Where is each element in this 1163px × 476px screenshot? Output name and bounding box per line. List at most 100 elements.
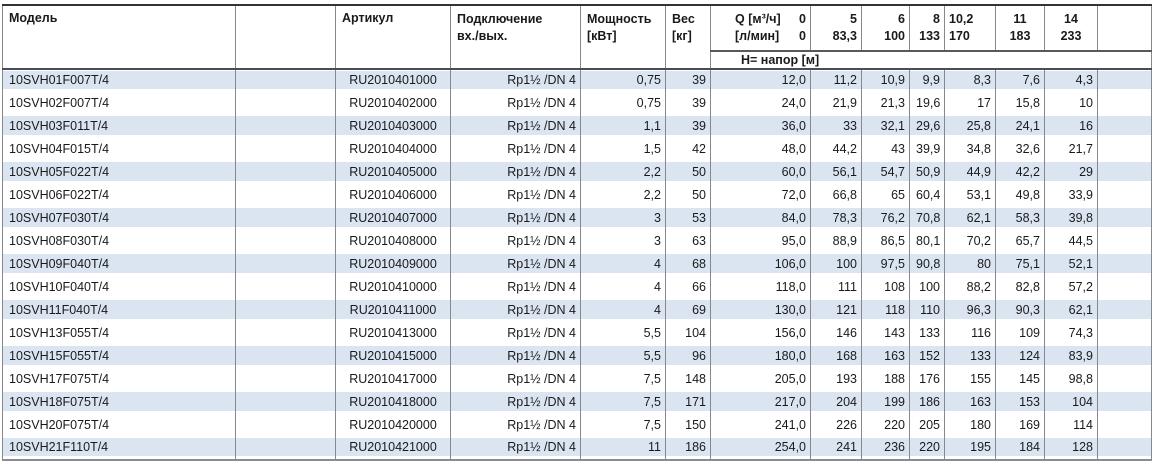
head-value-cell-0: 156,0 — [710, 322, 811, 345]
power-cell: 7,5 — [580, 414, 666, 437]
connection-cell: Rp1½ /DN 4 — [450, 437, 581, 461]
head-value-cell-3: 9,9 — [909, 69, 945, 92]
head-value-cell-3: 70,8 — [909, 207, 945, 230]
column-header-weight: Вес [кг] — [665, 4, 711, 70]
trailing-cell — [1097, 276, 1152, 299]
table-row: 10SVH21F110T/4 RU2010421000 Rp1½ /DN 4 11 18… — [2, 437, 1152, 461]
q-lmin-label: [л/мин] — [735, 29, 780, 43]
head-value-cell-6: 128 — [1044, 437, 1098, 461]
spacer-cell — [235, 138, 336, 161]
article-cell: RU2010408000 — [335, 230, 451, 253]
head-value-cell-2: 97,5 — [861, 253, 910, 276]
column-header-flow-5: 5 83,3 — [810, 4, 862, 52]
head-value-cell-3: 110 — [909, 299, 945, 322]
head-value-cell-1: 193 — [810, 368, 862, 391]
spacer-cell — [235, 437, 336, 461]
table-row: 10SVH05F022T/4 RU2010405000 Rp1½ /DN 4 2,2 5… — [2, 161, 1152, 184]
head-value-cell-2: 108 — [861, 276, 910, 299]
column-header-flow-14: 14 233 — [1044, 4, 1098, 52]
spacer-cell — [235, 368, 336, 391]
head-value-cell-0: 217,0 — [710, 391, 811, 414]
power-header-line2: [кВт] — [587, 29, 617, 43]
article-cell: RU2010409000 — [335, 253, 451, 276]
head-value-cell-4: 195 — [944, 437, 996, 461]
weight-header-line1: Вес — [672, 12, 695, 26]
head-value-cell-1: 226 — [810, 414, 862, 437]
head-value-cell-3: 100 — [909, 276, 945, 299]
spacer-cell — [235, 161, 336, 184]
trailing-cell — [1097, 184, 1152, 207]
trailing-cell — [1097, 161, 1152, 184]
table-row: 10SVH09F040T/4 RU2010409000 Rp1½ /DN 4 4 68 1… — [2, 253, 1152, 276]
model-cell: 10SVH17F075T/4 — [2, 368, 236, 391]
head-value-cell-3: 19,6 — [909, 92, 945, 115]
article-cell: RU2010406000 — [335, 184, 451, 207]
trailing-cell — [1097, 92, 1152, 115]
head-value-cell-1: 11,2 — [810, 69, 862, 92]
article-cell: RU2010402000 — [335, 92, 451, 115]
trailing-cell — [1097, 437, 1152, 461]
article-cell: RU2010401000 — [335, 69, 451, 92]
weight-cell: 39 — [665, 69, 711, 92]
table-row: 10SVH08F030T/4 RU2010408000 Rp1½ /DN 4 3 63 9… — [2, 230, 1152, 253]
head-value-cell-5: 32,6 — [995, 138, 1045, 161]
head-value-cell-3: 152 — [909, 345, 945, 368]
flow-lmin: 100 — [884, 29, 905, 43]
article-cell: RU2010407000 — [335, 207, 451, 230]
power-cell: 2,2 — [580, 161, 666, 184]
head-value-cell-1: 121 — [810, 299, 862, 322]
head-value-cell-2: 32,1 — [861, 115, 910, 138]
header-row-main: Модель Артикул Подключение вх./вых. Мощн… — [2, 4, 1152, 70]
column-header-article: Артикул — [335, 4, 451, 70]
connection-header-line1: Подключение — [457, 12, 543, 26]
head-value-cell-0: 205,0 — [710, 368, 811, 391]
head-value-cell-5: 58,3 — [995, 207, 1045, 230]
weight-cell: 148 — [665, 368, 711, 391]
head-value-cell-4: 133 — [944, 345, 996, 368]
head-value-cell-6: 29 — [1044, 161, 1098, 184]
weight-cell: 53 — [665, 207, 711, 230]
head-value-cell-0: 48,0 — [710, 138, 811, 161]
power-cell: 5,5 — [580, 322, 666, 345]
spacer-cell — [235, 184, 336, 207]
model-cell: 10SVH06F022T/4 — [2, 184, 236, 207]
model-cell: 10SVH21F110T/4 — [2, 437, 236, 461]
weight-cell: 150 — [665, 414, 711, 437]
flow-m3h: 14 — [1064, 12, 1078, 26]
connection-cell: Rp1½ /DN 4 — [450, 368, 581, 391]
head-value-cell-4: 155 — [944, 368, 996, 391]
head-value-cell-0: 24,0 — [710, 92, 811, 115]
head-value-cell-6: 10 — [1044, 92, 1098, 115]
connection-cell: Rp1½ /DN 4 — [450, 253, 581, 276]
model-cell: 10SVH04F015T/4 — [2, 138, 236, 161]
trailing-cell — [1097, 115, 1152, 138]
trailing-cell — [1097, 391, 1152, 414]
column-header-model: Модель — [2, 4, 236, 70]
head-value-cell-6: 74,3 — [1044, 322, 1098, 345]
article-cell: RU2010417000 — [335, 368, 451, 391]
article-cell: RU2010421000 — [335, 437, 451, 461]
head-value-cell-4: 96,3 — [944, 299, 996, 322]
head-value-cell-5: 15,8 — [995, 92, 1045, 115]
model-cell: 10SVH15F055T/4 — [2, 345, 236, 368]
head-value-cell-6: 98,8 — [1044, 368, 1098, 391]
connection-cell: Rp1½ /DN 4 — [450, 92, 581, 115]
head-value-cell-0: 12,0 — [710, 69, 811, 92]
head-value-cell-0: 180,0 — [710, 345, 811, 368]
column-header-connection: Подключение вх./вых. — [450, 4, 581, 70]
spacer-cell — [235, 92, 336, 115]
connection-cell: Rp1½ /DN 4 — [450, 276, 581, 299]
head-value-cell-1: 111 — [810, 276, 862, 299]
connection-cell: Rp1½ /DN 4 — [450, 184, 581, 207]
flow-lmin: 170 — [949, 29, 970, 43]
article-cell: RU2010403000 — [335, 115, 451, 138]
head-value-cell-3: 90,8 — [909, 253, 945, 276]
spacer-cell — [235, 230, 336, 253]
spacer-cell — [235, 322, 336, 345]
pump-spec-table: Модель Артикул Подключение вх./вых. Мощн… — [2, 4, 1152, 461]
head-value-cell-4: 25,8 — [944, 115, 996, 138]
trailing-cell — [1097, 138, 1152, 161]
head-value-cell-5: 42,2 — [995, 161, 1045, 184]
head-value-cell-6: 21,7 — [1044, 138, 1098, 161]
weight-header-line2: [кг] — [672, 29, 692, 43]
